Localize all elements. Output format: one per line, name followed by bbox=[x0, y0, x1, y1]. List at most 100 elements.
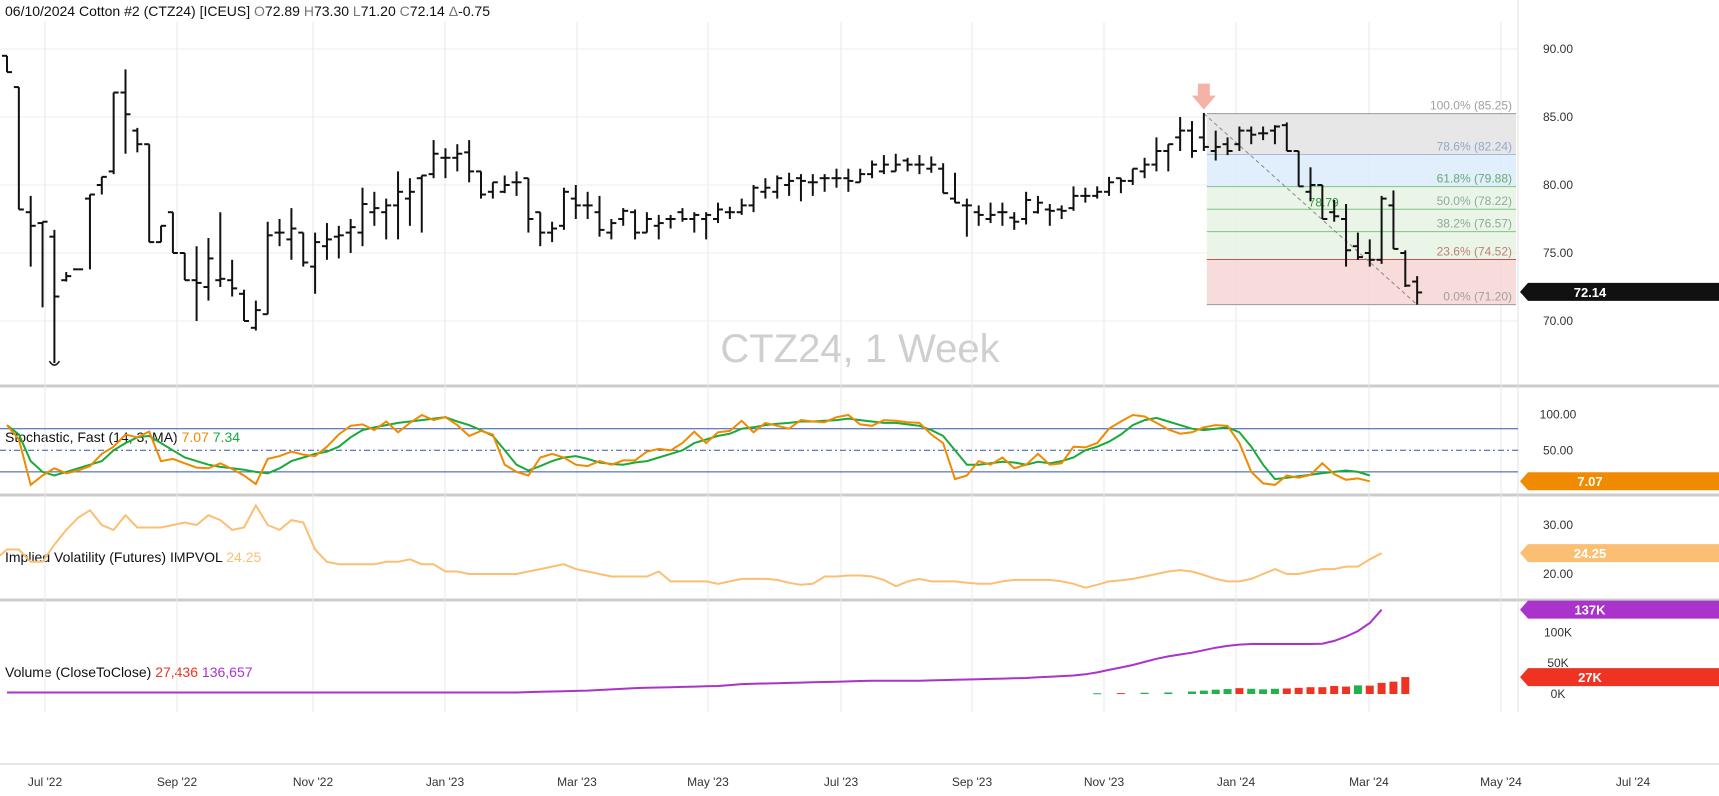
price-bar bbox=[1139, 157, 1150, 179]
price-bar bbox=[997, 202, 1008, 226]
price-bar bbox=[476, 170, 486, 199]
price-bar bbox=[535, 211, 546, 247]
price-bar bbox=[902, 157, 913, 172]
price-bar bbox=[120, 69, 131, 154]
price-bar bbox=[156, 224, 167, 244]
price-bar bbox=[938, 163, 949, 195]
header-l-label: L bbox=[353, 3, 361, 19]
price-bar bbox=[523, 177, 534, 233]
price-bar bbox=[961, 198, 972, 237]
volume-bar bbox=[1270, 688, 1279, 694]
price-bar bbox=[262, 221, 273, 316]
price-bar bbox=[831, 168, 842, 188]
price-bar bbox=[748, 185, 759, 213]
price-bar bbox=[511, 171, 522, 196]
volume-bar bbox=[1116, 693, 1125, 695]
x-tick-label: Sep '22 bbox=[157, 775, 198, 789]
impvol-value-tag bbox=[1520, 544, 1719, 563]
volume-bar bbox=[1401, 677, 1410, 694]
volume-y-tick-label: 0K bbox=[1551, 687, 1566, 701]
price-bar bbox=[1234, 126, 1245, 151]
price-bar bbox=[333, 225, 344, 259]
impvol-value: 24.25 bbox=[226, 549, 261, 565]
price-bar bbox=[926, 156, 937, 173]
header-instrument: Cotton #2 (CTZ24) [ICEUS] bbox=[79, 3, 250, 19]
price-bar bbox=[1175, 117, 1186, 151]
price-bar bbox=[547, 221, 558, 243]
impvol-name: Implied Volatility (Futures) IMPVOL bbox=[5, 549, 223, 565]
stochastic-name: Stochastic, Fast (14, 3, MA) bbox=[5, 429, 178, 445]
price-bar bbox=[1080, 187, 1091, 203]
price-bar bbox=[784, 172, 795, 196]
impvol-title: Implied Volatility (Futures) IMPVOL 24.2… bbox=[5, 549, 261, 565]
volume-bar bbox=[1235, 688, 1244, 694]
price-bar bbox=[630, 209, 641, 240]
price-bar bbox=[203, 238, 214, 301]
price-bar bbox=[357, 187, 368, 247]
price-bar bbox=[760, 178, 771, 199]
impvol-y-tick-label: 30.00 bbox=[1543, 518, 1573, 532]
volume-bar bbox=[1164, 692, 1173, 694]
price-bar bbox=[61, 272, 72, 282]
volume-bar bbox=[1282, 688, 1291, 694]
impvol-line bbox=[0, 503, 1383, 589]
price-bar bbox=[1341, 204, 1352, 267]
price-bar bbox=[878, 155, 889, 175]
volume-bar bbox=[1389, 681, 1398, 694]
price-bar bbox=[393, 171, 404, 240]
header-h-label: H bbox=[304, 3, 314, 19]
x-tick-label: Nov '23 bbox=[1084, 775, 1125, 789]
volume-bar bbox=[1223, 689, 1232, 694]
price-bar bbox=[1364, 239, 1375, 267]
price-bar bbox=[1258, 126, 1269, 141]
x-tick-label: Jul '22 bbox=[28, 775, 63, 789]
price-bar bbox=[914, 155, 925, 175]
price-bar bbox=[701, 212, 712, 240]
stochastic-d-value: 7.34 bbox=[213, 429, 240, 445]
x-tick-label: Jul '23 bbox=[824, 775, 859, 789]
fib-level-label: 100.0% (85.25) bbox=[1430, 99, 1512, 113]
low-marker bbox=[48, 360, 61, 366]
price-bar bbox=[1163, 143, 1174, 172]
stochastic-y-tick-label: 100.00 bbox=[1540, 407, 1577, 421]
price-bar bbox=[689, 212, 700, 233]
price-y-tick-label: 80.00 bbox=[1543, 178, 1573, 192]
price-bar bbox=[582, 191, 593, 219]
price-bar bbox=[1198, 112, 1209, 151]
price-bar bbox=[1376, 195, 1387, 264]
stochastic-value-tag bbox=[1520, 472, 1719, 491]
fib-level-label: 61.8% (79.88) bbox=[1437, 172, 1512, 186]
price-bar bbox=[724, 206, 735, 219]
fib-level-label: 50.0% (78.22) bbox=[1437, 194, 1512, 208]
volume-bar bbox=[1259, 689, 1268, 694]
fib-zone bbox=[1206, 186, 1516, 210]
price-bar bbox=[606, 219, 617, 240]
price-bar bbox=[321, 223, 332, 260]
price-bar bbox=[132, 127, 143, 153]
price-bar bbox=[1305, 167, 1316, 202]
price-bar bbox=[1044, 204, 1055, 226]
price-bar bbox=[108, 91, 119, 175]
price-bar bbox=[985, 202, 996, 224]
price-bar bbox=[345, 219, 356, 253]
price-bar bbox=[1127, 167, 1138, 185]
price-bar bbox=[677, 208, 688, 222]
price-bar bbox=[665, 214, 676, 229]
stochastic-k-line bbox=[6, 413, 1371, 487]
price-bar bbox=[1104, 176, 1115, 196]
price-bar bbox=[1187, 121, 1197, 158]
x-tick-label: May '23 bbox=[687, 775, 729, 789]
volume-y-tick-label: 100K bbox=[1544, 625, 1572, 639]
header-low: 71.20 bbox=[361, 3, 396, 19]
price-bar bbox=[1032, 195, 1043, 214]
x-tick-label: Nov '22 bbox=[293, 775, 334, 789]
price-bar bbox=[239, 289, 249, 322]
volume-bar bbox=[1306, 687, 1315, 694]
price-bar bbox=[795, 174, 806, 202]
price-bar bbox=[191, 246, 202, 321]
volume-bar bbox=[1199, 690, 1208, 694]
header-close: 72.14 bbox=[410, 3, 445, 19]
price-y-tick-label: 90.00 bbox=[1543, 42, 1573, 56]
